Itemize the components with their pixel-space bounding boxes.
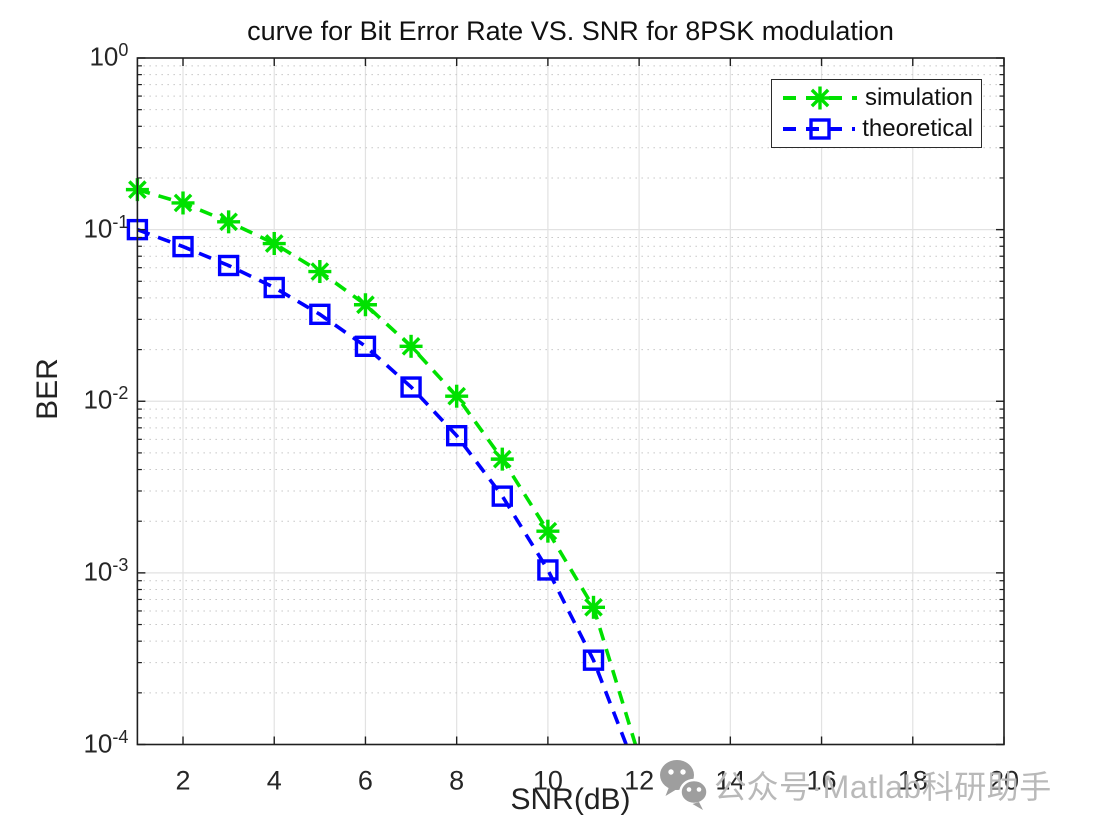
svg-text:18: 18	[898, 766, 928, 796]
legend-item-theoretical: theoretical	[780, 115, 973, 143]
svg-text:2: 2	[175, 766, 190, 796]
y-tick-label: 10-1	[83, 211, 129, 244]
legend-label-theoretical: theoretical	[862, 114, 973, 142]
y-tick-label: 10-3	[83, 554, 129, 587]
legend-sample-simulation-icon	[783, 86, 857, 110]
series-simulation-markers	[125, 178, 606, 619]
y-tick-label: 10-2	[83, 383, 129, 415]
series-theoretical-line	[137, 227, 629, 745]
svg-text:8: 8	[449, 766, 464, 796]
legend-sample-theoretical-icon	[783, 117, 856, 140]
svg-text:10: 10	[533, 766, 563, 796]
plot-axes	[136, 57, 1005, 746]
plot-grid	[137, 58, 1005, 745]
series-theoretical-markers	[126, 218, 605, 671]
x-tick-labels: 2 4 6 8 10 12 14 16 18 20	[175, 766, 1019, 796]
svg-text:4: 4	[267, 766, 282, 796]
chart-title: curve for Bit Error Rate VS. SNR for 8PS…	[247, 16, 894, 46]
svg-text:20: 20	[989, 766, 1019, 796]
x-axis-label: SNR(dB)	[510, 783, 631, 816]
svg-text:14: 14	[715, 766, 745, 796]
y-tick-label: 10-4	[83, 726, 129, 759]
legend: simulation theoretical	[771, 79, 982, 148]
series-simulation-line	[137, 187, 638, 745]
svg-text:16: 16	[807, 766, 837, 796]
svg-text:6: 6	[358, 766, 373, 796]
legend-item-simulation: simulation	[780, 84, 973, 112]
svg-text:12: 12	[624, 766, 654, 796]
y-tick-label: 100	[89, 40, 129, 72]
legend-label-simulation: simulation	[864, 84, 973, 112]
